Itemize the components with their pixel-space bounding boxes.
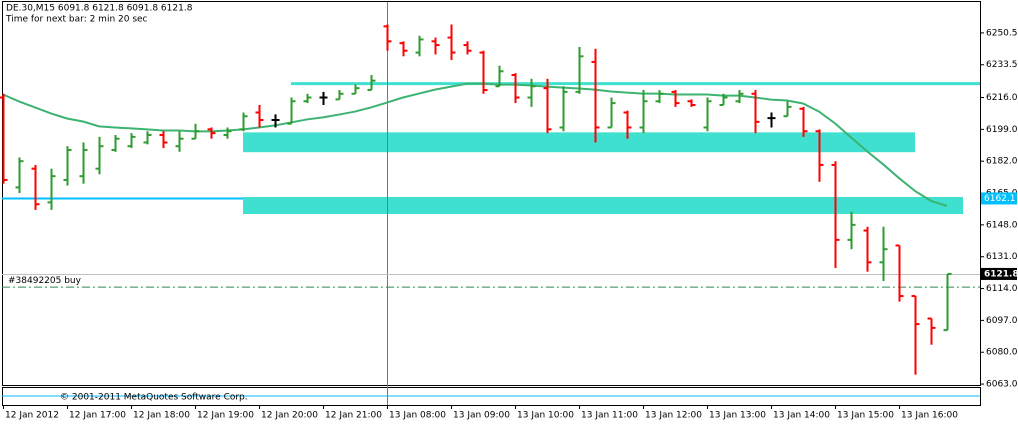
y-tick-label: 6216.0	[986, 93, 1018, 103]
x-tick-label: 12 Jan 18:00	[133, 411, 190, 421]
x-tick-label: 13 Jan 10:00	[517, 411, 574, 421]
x-tick-label: 13 Jan 13:00	[709, 411, 766, 421]
price-box	[981, 267, 1017, 280]
price-label: 6121.8	[984, 269, 1018, 279]
x-tick-label: 13 Jan 16:00	[901, 411, 958, 421]
y-tick-label: 6063.0	[986, 380, 1018, 390]
y-tick-label: 6131.0	[986, 252, 1018, 262]
x-tick-label: 12 Jan 2012	[5, 411, 59, 421]
zone	[243, 132, 915, 153]
x-tick-label: 12 Jan 17:00	[69, 411, 126, 421]
x-tick-label: 12 Jan 19:00	[197, 411, 254, 421]
blue-line-box	[981, 192, 1017, 205]
zone	[243, 196, 963, 215]
chart-subtitle: Time for next bar: 2 min 20 sec	[5, 15, 148, 25]
y-tick-label: 6250.5	[986, 28, 1018, 38]
y-tick-label: 6148.0	[986, 220, 1018, 230]
copyright: © 2001-2011 MetaQuotes Software Corp.	[60, 393, 248, 403]
x-tick-label: 12 Jan 20:00	[261, 411, 318, 421]
y-tick-label: 6114.0	[986, 284, 1018, 294]
order-label: #38492205 buy	[8, 276, 82, 286]
moving-average	[2, 82, 948, 207]
y-tick-label: 6199.0	[986, 125, 1018, 135]
blue-line-label: 6162.1	[984, 194, 1016, 204]
y-tick-label: 6097.0	[986, 316, 1018, 326]
x-tick-label: 13 Jan 09:00	[453, 411, 510, 421]
y-tick-label: 6182.0	[986, 157, 1018, 167]
y-tick-label: 6080.0	[986, 348, 1018, 358]
x-tick-label: 12 Jan 21:00	[325, 411, 382, 421]
x-tick-label: 13 Jan 11:00	[581, 411, 638, 421]
x-tick-label: 13 Jan 15:00	[837, 411, 894, 421]
x-tick-label: 13 Jan 14:00	[773, 411, 830, 421]
x-tick-label: 13 Jan 08:00	[389, 411, 446, 421]
main-frame	[2, 1, 981, 386]
y-tick-label: 6233.5	[986, 60, 1018, 70]
x-tick-label: 13 Jan 12:00	[645, 411, 702, 421]
chart-title: DE.30,M15 6091.8 6121.8 6091.8 6121.8	[6, 4, 193, 14]
